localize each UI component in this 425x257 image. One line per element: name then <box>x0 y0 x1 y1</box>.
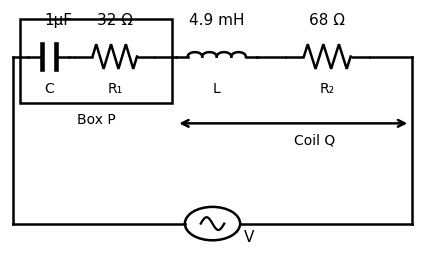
Text: Coil Q: Coil Q <box>294 134 335 148</box>
Text: 1μF: 1μF <box>45 13 73 28</box>
Text: 4.9 mH: 4.9 mH <box>189 13 244 28</box>
Bar <box>20 19 172 103</box>
Text: R₁: R₁ <box>107 82 122 96</box>
Text: R₂: R₂ <box>320 82 335 96</box>
Text: V: V <box>244 230 255 245</box>
Text: 68 Ω: 68 Ω <box>309 13 345 28</box>
Text: 32 Ω: 32 Ω <box>97 13 133 28</box>
Text: Box P: Box P <box>77 113 116 127</box>
Text: L: L <box>213 82 221 96</box>
Text: C: C <box>44 82 54 96</box>
